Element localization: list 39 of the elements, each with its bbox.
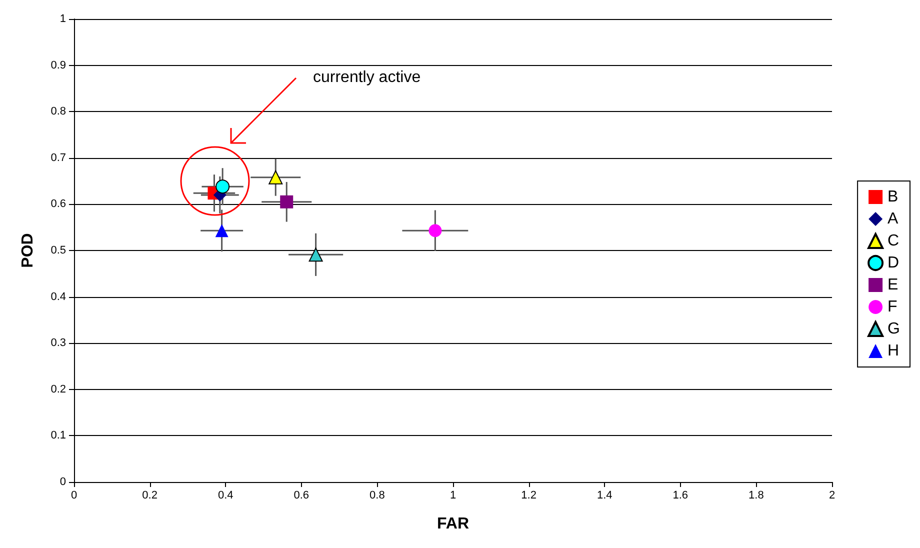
x-tick-label: 1.4: [596, 490, 612, 502]
legend-label: F: [888, 298, 898, 316]
legend-label: C: [888, 232, 900, 250]
point: [308, 248, 323, 262]
x-tick-label: 1.2: [521, 490, 536, 502]
x-tick-label: 0.2: [142, 490, 158, 502]
point: [215, 224, 228, 238]
y-tick-label: 1: [60, 13, 66, 25]
legend-label: G: [888, 320, 900, 338]
x-tick-label: 0.8: [370, 490, 385, 502]
x-tick-label: 0: [70, 490, 78, 502]
annotation: currently active: [313, 69, 421, 87]
y-tick-label: 0.3: [50, 337, 66, 350]
y-tick-label: 0: [60, 476, 66, 488]
legend-label: D: [888, 254, 900, 272]
x-tick-label: 0.4: [218, 490, 234, 502]
y-tick-label: 0.6: [50, 198, 66, 210]
y-axis-title: POD: [20, 233, 36, 268]
point: [268, 170, 283, 184]
x-tick-label: 2: [828, 490, 836, 502]
x-tick-label: 0.6: [294, 490, 310, 502]
y-tick-label: 0.1: [50, 430, 66, 442]
y-tick-label: 0.7: [50, 152, 66, 164]
y-tick-label: 0.5: [50, 244, 66, 256]
x-tick-label: 1.6: [672, 490, 688, 502]
legend-label: A: [888, 210, 899, 228]
x-tick-label: 1: [450, 490, 456, 502]
x-axis-title: FAR: [437, 516, 470, 532]
y-tick-label: 0.8: [50, 106, 66, 118]
x-tick-label: 1.8: [748, 490, 764, 502]
legend-label: H: [888, 342, 900, 360]
legend-label: B: [888, 188, 898, 206]
legend-label: E: [888, 276, 898, 294]
point: [280, 195, 294, 208]
point: [428, 224, 442, 238]
y-tick-label: 0.2: [50, 383, 66, 396]
point: [216, 180, 230, 194]
y-tick-label: 0.9: [50, 59, 66, 72]
y-tick-label: 0.4: [50, 290, 66, 303]
